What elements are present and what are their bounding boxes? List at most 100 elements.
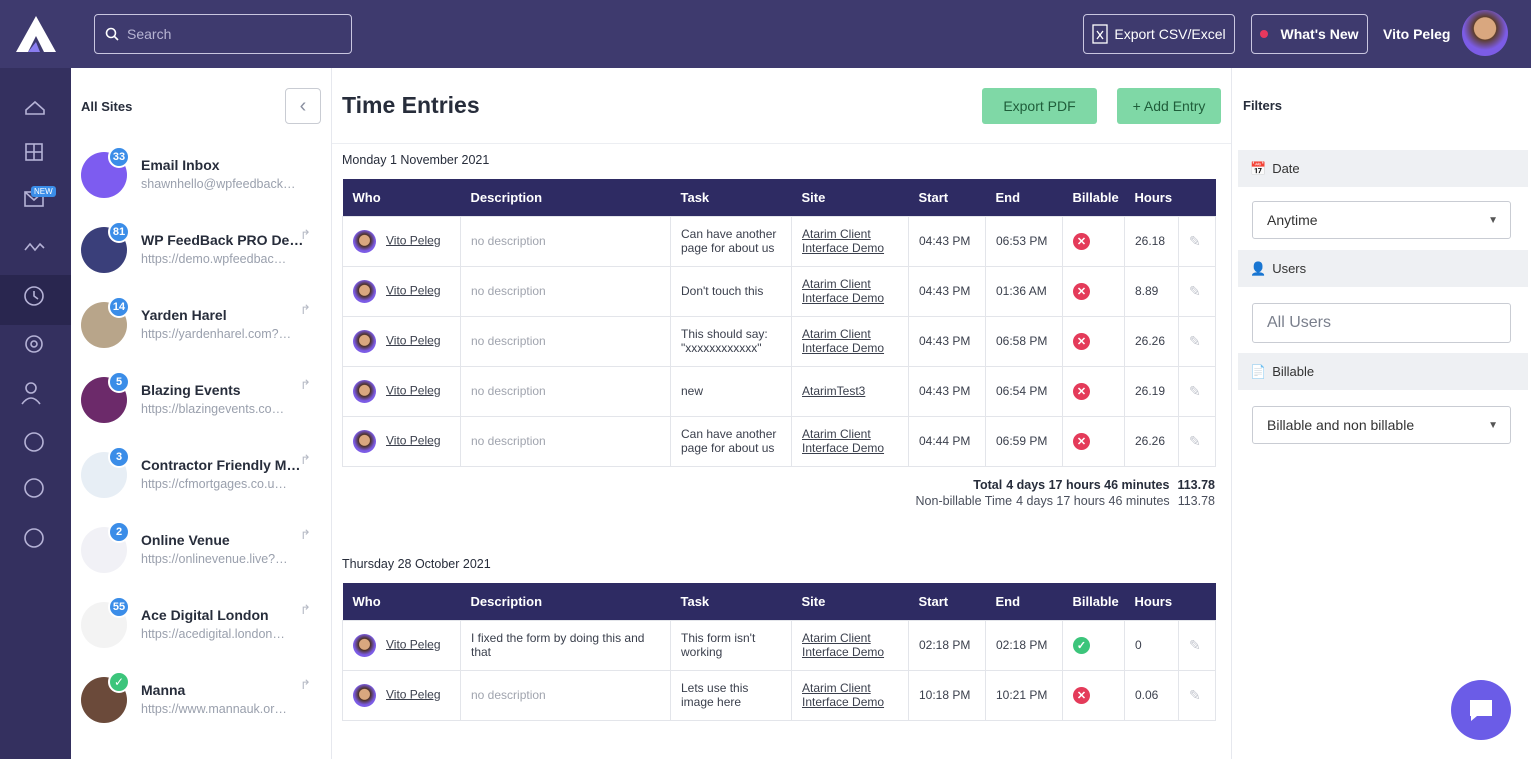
users-label: Users <box>1272 261 1307 276</box>
site-url: https://cfmortgages.co.u… <box>141 477 287 491</box>
site-url: https://acedigital.london… <box>141 627 285 641</box>
who-link[interactable]: Vito Peleg <box>386 637 441 652</box>
search-box[interactable]: Search <box>94 14 352 54</box>
site-link[interactable]: AtarimTest3 <box>802 384 866 398</box>
site-name: Yarden Harel <box>141 307 227 323</box>
date-filter-header[interactable]: 📅 Date <box>1238 150 1528 187</box>
entries-table: Who Description Task Site Start End Billable Ho… <box>342 583 1216 721</box>
site-item[interactable]: ✓ Manna https://www.mannauk.or… ↱ <box>71 671 331 735</box>
side-nav: NEW <box>0 68 71 759</box>
add-entry-button[interactable]: + Add Entry <box>1117 88 1221 124</box>
site-url: shawnhello@wpfeedback… <box>141 177 296 191</box>
cell-description: no description <box>460 215 671 267</box>
cell-site: Atarim Client Interface Demo <box>791 315 909 367</box>
billable-filter-header[interactable]: 📄 Billable <box>1238 353 1528 390</box>
who-link[interactable]: Vito Peleg <box>386 283 441 298</box>
cell-end: 10:21 PM <box>985 669 1063 721</box>
who-link[interactable]: Vito Peleg <box>386 433 441 448</box>
whats-new-button[interactable]: What's New <box>1251 14 1368 54</box>
start-text: 04:43 PM <box>919 334 971 348</box>
site-item[interactable]: 2 Online Venue https://onlinevenue.live?… ↱ <box>71 521 331 585</box>
cell-who: Vito Peleg <box>342 365 461 417</box>
total-line: Total 4 days 17 hours 46 minutes 113.78 <box>973 478 1215 492</box>
cell-site: Atarim Client Interface Demo <box>791 415 909 467</box>
site-item[interactable]: 55 Ace Digital London https://acedigital.l… <box>71 596 331 660</box>
billable-select[interactable]: Billable and non billable ▼ <box>1252 406 1511 444</box>
who-avatar <box>353 683 376 707</box>
site-link[interactable]: Atarim Client Interface Demo <box>802 277 885 305</box>
cell-task: Lets use this image here <box>670 669 792 721</box>
edit-icon[interactable]: ✎ <box>1189 332 1201 349</box>
cell-billable: ✕ <box>1062 669 1125 721</box>
end-text: 06:54 PM <box>996 384 1048 398</box>
site-name: Email Inbox <box>141 157 220 173</box>
end-text: 02:18 PM <box>996 638 1048 652</box>
entry-row: Vito Peleg I fixed the form by doing this… <box>342 619 1216 671</box>
edit-icon[interactable]: ✎ <box>1189 686 1201 703</box>
filters-panel: Filters 📅 Date Anytime ▼ 👤 Users All User… <box>1231 68 1531 759</box>
site-verified-badge: ✓ <box>108 671 130 693</box>
export-csv-button[interactable]: Export CSV/Excel <box>1083 14 1235 54</box>
site-item[interactable]: 3 Contractor Friendly M… https://cfmortgag… <box>71 446 331 510</box>
user-name[interactable]: Vito Peleg <box>1383 26 1451 42</box>
who-link[interactable]: Vito Peleg <box>386 383 441 398</box>
cell-description: no description <box>460 265 671 317</box>
site-count-badge: 2 <box>108 521 130 543</box>
site-link[interactable]: Atarim Client Interface Demo <box>802 427 885 455</box>
description-text: no description <box>471 234 546 248</box>
cell-hours: 26.18 <box>1124 215 1179 267</box>
site-link[interactable]: Atarim Client Interface Demo <box>802 327 885 355</box>
site-item[interactable]: 81 WP FeedBack PRO De… https://demo.wpfeed… <box>71 221 331 285</box>
hours-text: 26.26 <box>1135 434 1166 448</box>
column-header: Site <box>791 179 909 216</box>
site-count-badge: 14 <box>108 296 130 318</box>
description-text: no description <box>471 284 546 298</box>
entry-row: Vito Peleg no description Lets use this im… <box>342 669 1216 721</box>
site-url: https://yardenharel.com?… <box>141 327 292 341</box>
site-link[interactable]: Atarim Client Interface Demo <box>802 631 885 659</box>
export-pdf-button[interactable]: Export PDF <box>982 88 1097 124</box>
share-icon: ↱ <box>300 452 311 467</box>
hours-text: 0.06 <box>1135 688 1159 702</box>
column-header: Task <box>670 583 792 620</box>
site-name: Online Venue <box>141 532 230 548</box>
site-item[interactable]: 14 Yarden Harel https://yardenharel.com?… ↱ <box>71 296 331 360</box>
header-row: Who Description Task Site Start End Billable Ho… <box>342 583 1216 620</box>
who-link[interactable]: Vito Peleg <box>386 687 441 702</box>
edit-icon[interactable]: ✎ <box>1189 432 1201 449</box>
user-avatar[interactable] <box>1462 10 1508 56</box>
table-body: Vito Peleg I fixed the form by doing this… <box>342 619 1216 721</box>
site-item[interactable]: 5 Blazing Events https://blazingevents.co…… <box>71 371 331 435</box>
cell-hours: 26.26 <box>1124 315 1179 367</box>
edit-icon[interactable]: ✎ <box>1189 282 1201 299</box>
date-select[interactable]: Anytime ▼ <box>1252 201 1511 239</box>
who-link[interactable]: Vito Peleg <box>386 333 441 348</box>
site-item[interactable]: 33 Email Inbox shawnhello@wpfeedback… <box>71 146 331 210</box>
edit-cell: ✎ <box>1178 415 1216 467</box>
table-head: Who Description Task Site Start End Billable Ho… <box>342 583 1216 620</box>
start-text: 02:18 PM <box>919 638 971 652</box>
filters-title: Filters <box>1243 98 1283 113</box>
total-label: Total <box>973 478 1003 492</box>
collapse-button[interactable]: ‹ <box>285 88 321 124</box>
task-text: Can have another page for about us <box>681 427 777 455</box>
users-input[interactable]: All Users <box>1252 303 1511 343</box>
column-header: Description <box>460 179 671 216</box>
logo <box>16 16 56 52</box>
who-link[interactable]: Vito Peleg <box>386 233 441 248</box>
total-label: Non-billable Time <box>915 494 1013 508</box>
cell-who: Vito Peleg <box>342 265 461 317</box>
task-text: This should say: "xxxxxxxxxxxx" <box>681 327 768 355</box>
share-icon: ↱ <box>300 677 311 692</box>
edit-icon[interactable]: ✎ <box>1189 232 1201 249</box>
chat-button[interactable] <box>1451 680 1511 740</box>
edit-icon[interactable]: ✎ <box>1189 382 1201 399</box>
billable-no-icon: ✕ <box>1073 282 1090 300</box>
users-filter-header[interactable]: 👤 Users <box>1238 250 1528 287</box>
site-link[interactable]: Atarim Client Interface Demo <box>802 681 885 709</box>
edit-icon[interactable]: ✎ <box>1189 636 1201 653</box>
start-text: 04:43 PM <box>919 384 971 398</box>
site-count-badge: 33 <box>108 146 130 168</box>
site-link[interactable]: Atarim Client Interface Demo <box>802 227 885 255</box>
cell-who: Vito Peleg <box>342 669 461 721</box>
